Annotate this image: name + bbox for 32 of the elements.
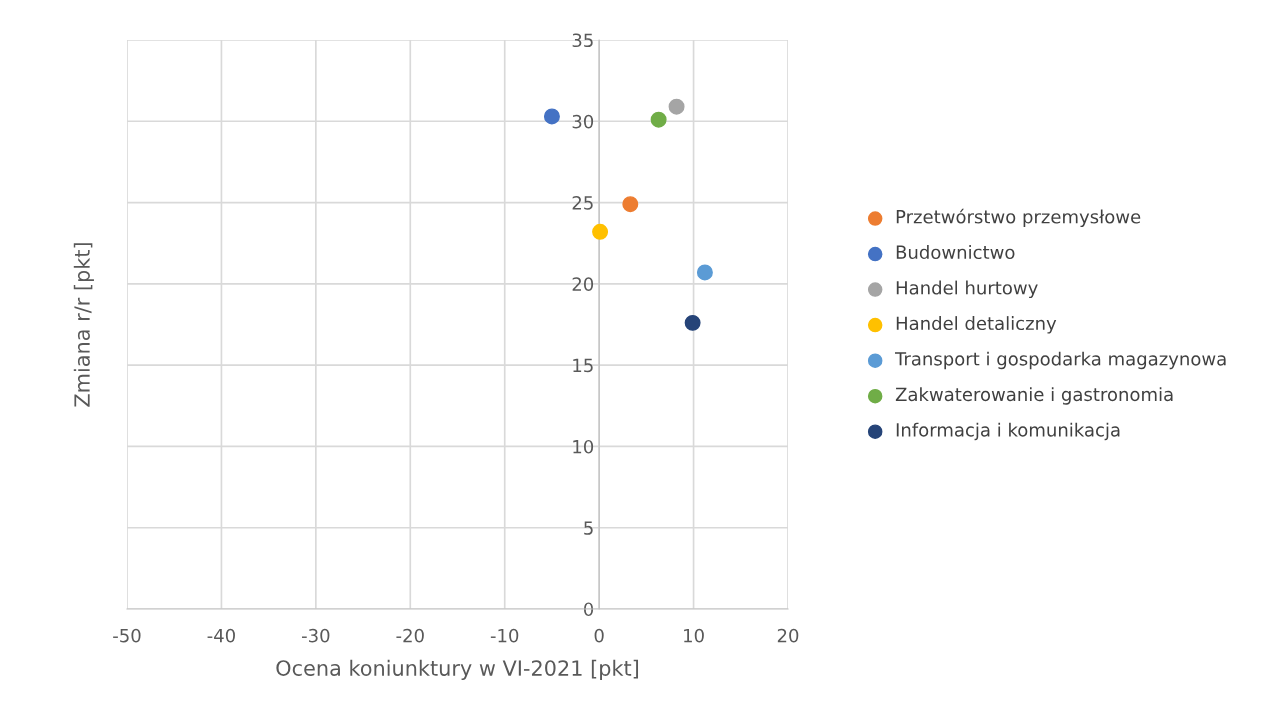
x-tick-label: 10 (684, 628, 704, 643)
legend-label: Handel detaliczny (896, 316, 1057, 334)
legend-label: Handel hurtowy (896, 280, 1038, 299)
point (592, 223, 609, 240)
x-tick-label: -10 (490, 628, 519, 643)
y-tick-label: 5 (584, 521, 593, 535)
point (696, 264, 713, 281)
point (650, 111, 667, 128)
y-tick-label: 35 (572, 33, 593, 48)
y-tick-label: 30 (572, 114, 594, 129)
point (543, 108, 560, 125)
point (684, 314, 701, 331)
y-tick-label: 0 (583, 602, 594, 617)
x-tick-label: 20 (777, 628, 799, 643)
legend-label: Informacja i komunikacja (896, 422, 1120, 441)
point (668, 98, 685, 115)
y-tick-label: 25 (572, 196, 593, 210)
legend-label: Transport i gospodarka magazynowa (894, 351, 1226, 370)
y-tick-label: 20 (572, 277, 594, 291)
x-tick-label: 0 (594, 628, 604, 643)
y-axis-title: Zmiana r/r [pkt] (73, 243, 94, 407)
legend-label: Przetwórstwo przemysłowe (896, 208, 1141, 228)
x-tick-label: -40 (207, 628, 235, 643)
y-tick-label: 15 (573, 358, 593, 373)
legend-label: Budownictwo (896, 245, 1015, 260)
point (622, 196, 639, 213)
x-tick-label: -50 (113, 628, 141, 643)
x-axis-title: Ocena koniunktury w VI-2021 [pkt] (276, 659, 639, 680)
x-tick-label: -20 (396, 628, 424, 643)
x-tick-label: -30 (302, 628, 330, 643)
legend-label: Zakwaterowanie i gastronomia (895, 387, 1173, 405)
y-tick-label: 10 (573, 439, 594, 454)
